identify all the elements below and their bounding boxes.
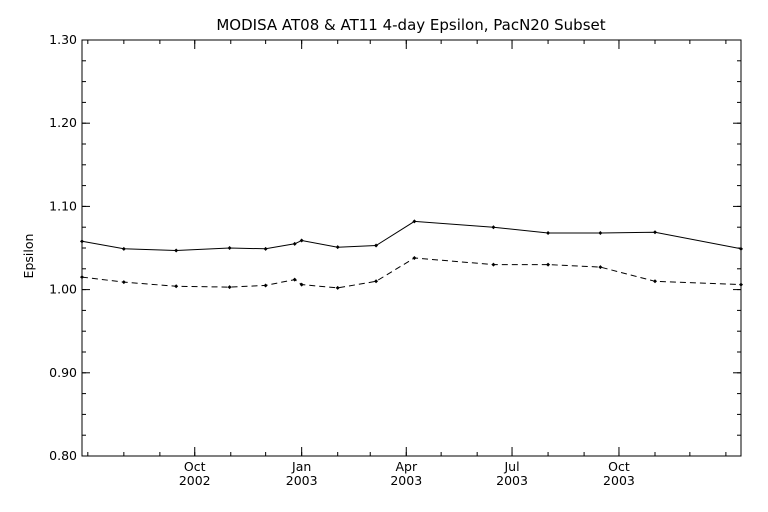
x-tick-label-year: 2003	[390, 473, 422, 488]
y-tick-label: 0.90	[49, 365, 77, 380]
plot-frame	[81, 39, 742, 457]
series-point-2	[374, 279, 379, 284]
y-tick-label: 1.30	[49, 32, 77, 47]
series-point-2	[335, 285, 340, 290]
series-point-1	[546, 231, 551, 236]
series-point-1	[652, 230, 657, 235]
series-point-1	[335, 245, 340, 250]
series-point-2	[121, 280, 126, 285]
y-tick-label: 1.20	[49, 115, 77, 130]
series-point-2	[598, 265, 603, 270]
series-point-1	[263, 246, 268, 251]
series-point-2	[546, 262, 551, 267]
series-point-1	[80, 239, 84, 244]
series-line-1	[81, 220, 742, 252]
series-point-2	[652, 279, 657, 284]
series-point-1	[412, 219, 417, 224]
series-line-2	[81, 257, 742, 289]
x-tick-label-month: Oct	[608, 459, 630, 474]
y-tick-label: 1.10	[49, 198, 77, 213]
series-point-2	[174, 284, 179, 289]
y-tick-label: 0.80	[49, 448, 77, 463]
series-point-2	[412, 255, 417, 260]
series-point-2	[80, 275, 84, 280]
series-point-2	[292, 277, 297, 282]
x-tick-label-month: Oct	[184, 459, 206, 474]
x-tick-label-month: Apr	[395, 459, 417, 474]
x-tick-label-month: Jul	[503, 459, 519, 474]
chart-title: MODISA AT08 & AT11 4-day Epsilon, PacN20…	[216, 16, 605, 34]
series-point-1	[227, 246, 232, 250]
x-tick-label-year: 2002	[179, 473, 211, 488]
series-point-2	[299, 282, 304, 287]
series-point-2	[739, 282, 743, 287]
series-point-2	[491, 262, 496, 267]
series-point-2	[263, 283, 268, 288]
series-point-1	[292, 241, 297, 246]
y-axis-label: Epsilon	[21, 234, 36, 279]
series-point-1	[374, 243, 379, 248]
x-tick-label-month: Jan	[291, 459, 311, 474]
series-point-1	[598, 231, 603, 236]
series-group	[80, 219, 743, 290]
series-point-1	[121, 246, 126, 251]
axis-ticks: 0.800.901.001.101.201.30Oct2002Jan2003Ap…	[49, 32, 741, 488]
x-tick-label-year: 2003	[496, 473, 528, 488]
x-tick-label-year: 2003	[603, 473, 635, 488]
series-point-2	[227, 285, 232, 290]
y-tick-label: 1.00	[49, 282, 77, 297]
series-point-1	[739, 246, 743, 251]
series-point-1	[174, 248, 179, 253]
series-point-1	[491, 225, 496, 230]
x-tick-label-year: 2003	[286, 473, 318, 488]
series-point-1	[299, 238, 304, 243]
